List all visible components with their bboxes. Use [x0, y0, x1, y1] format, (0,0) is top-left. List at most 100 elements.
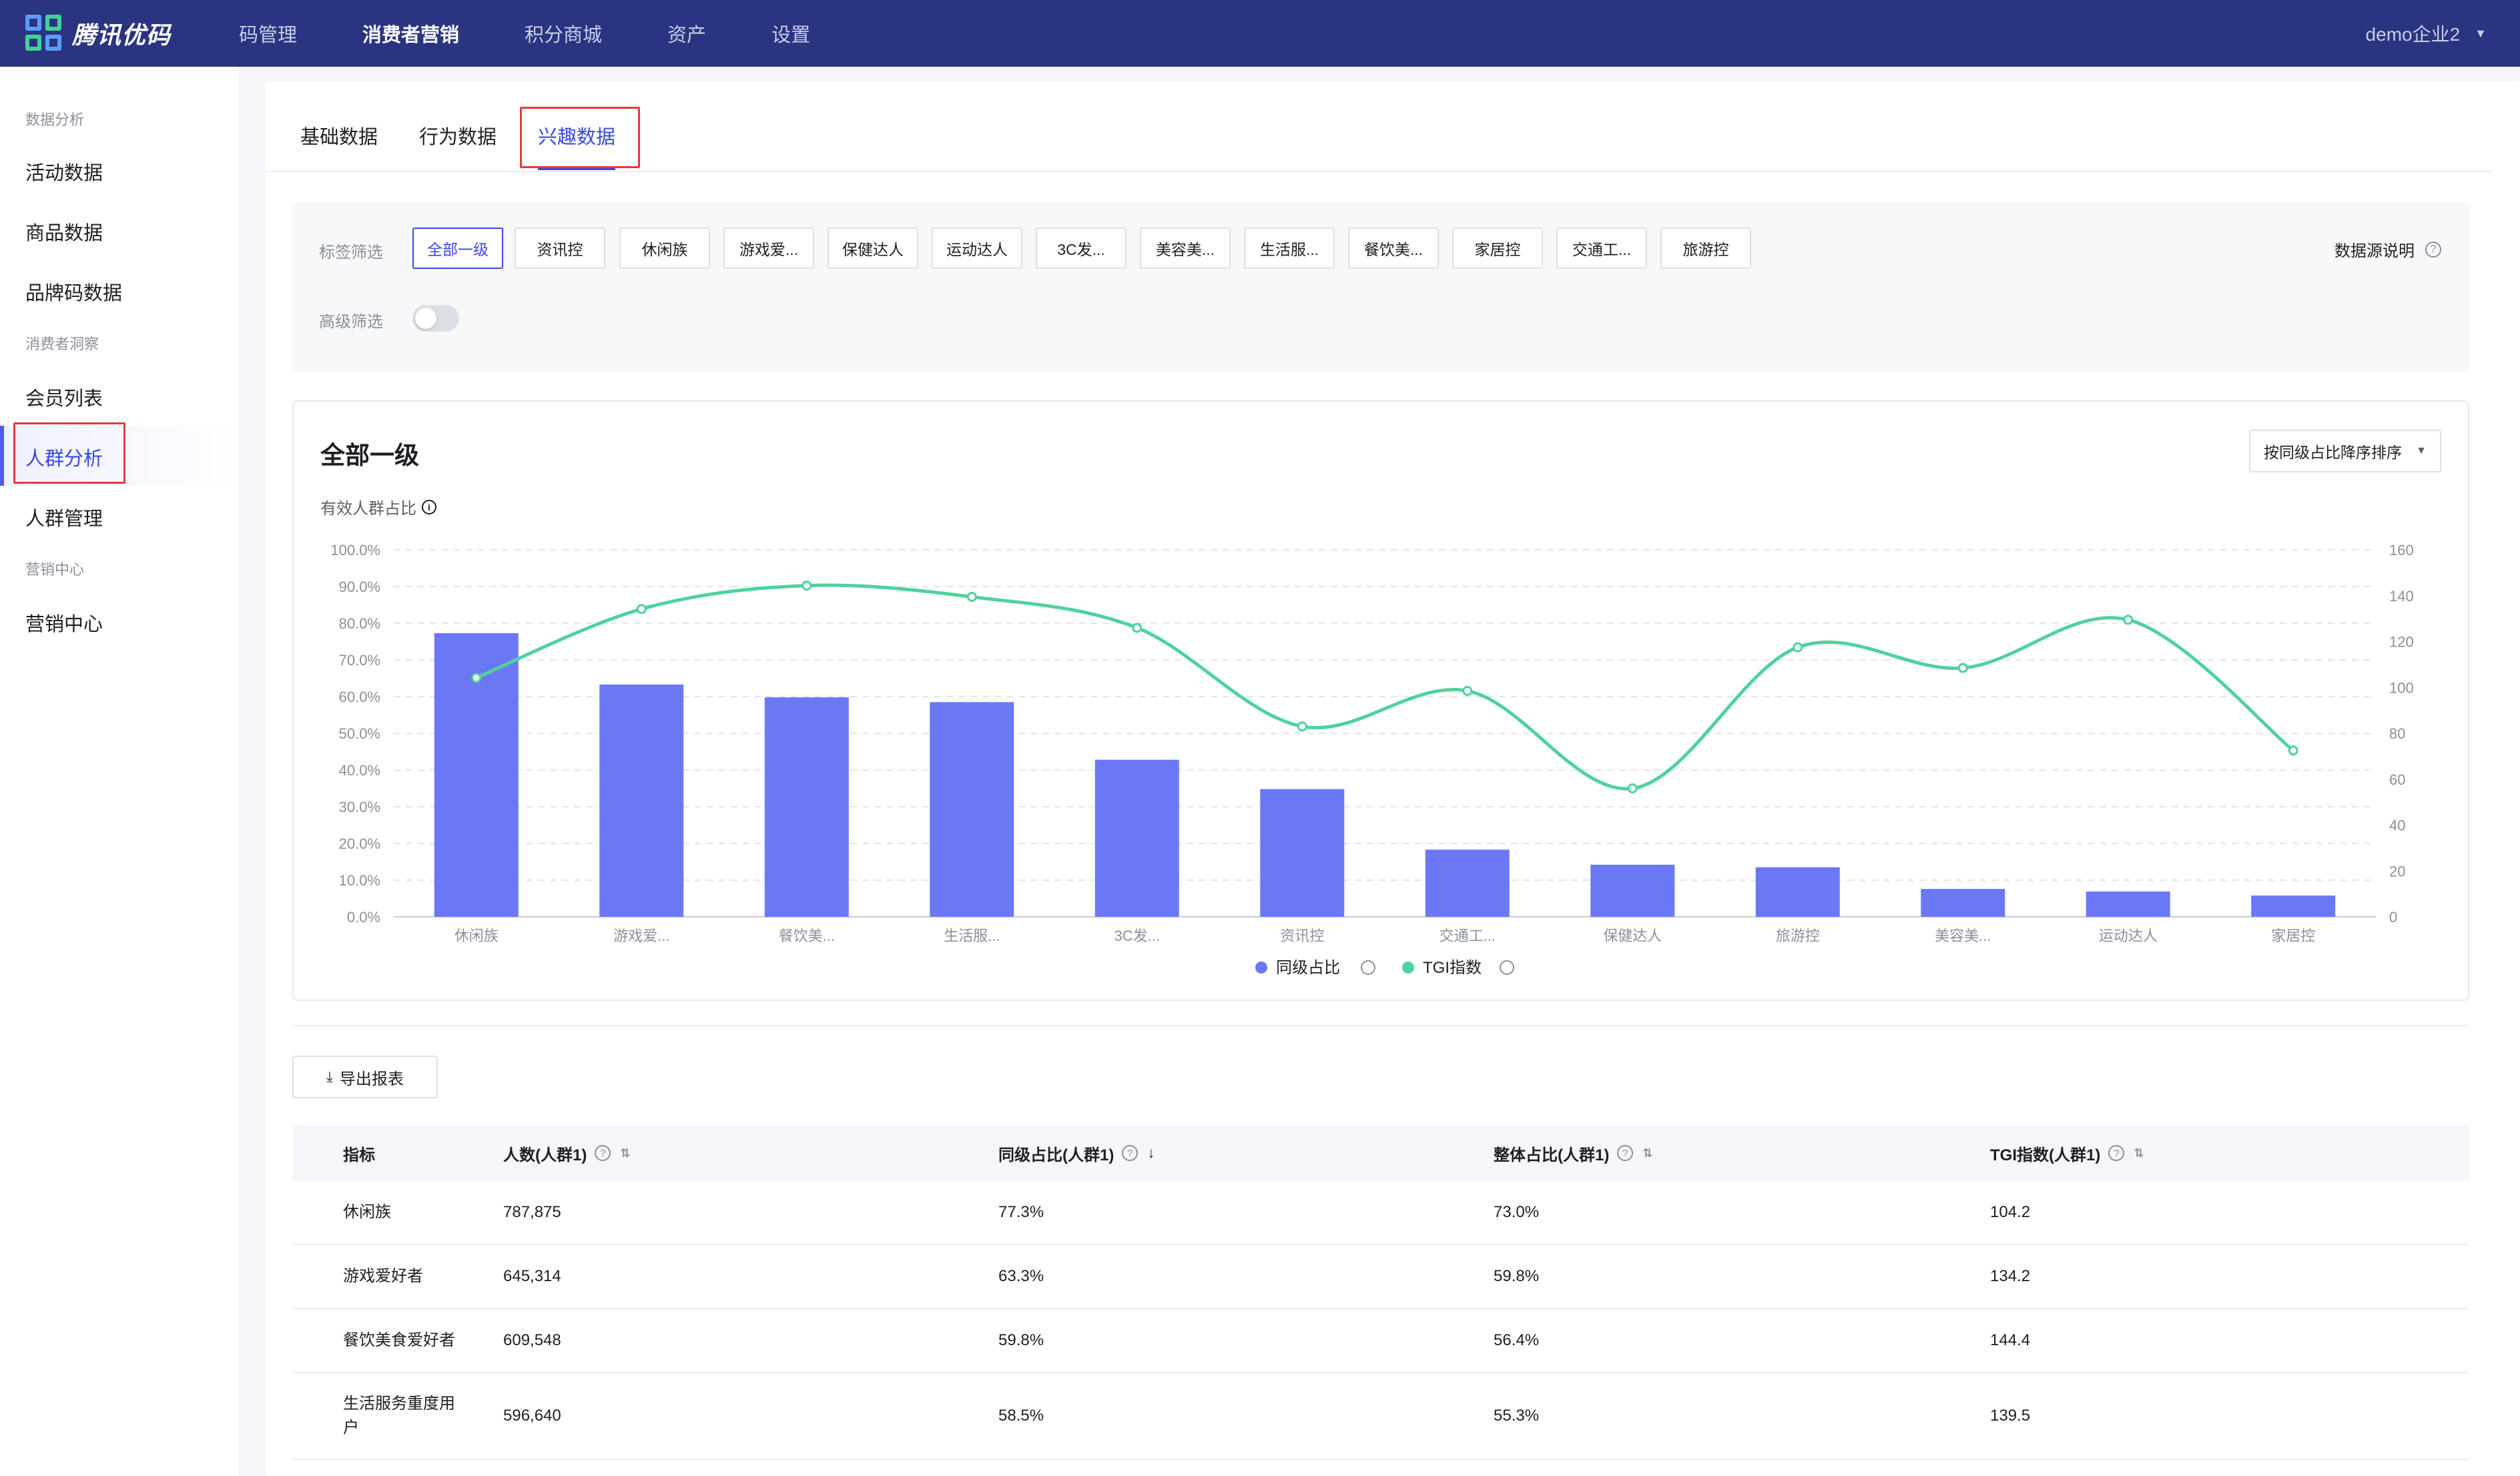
tgi-point	[1297, 721, 1307, 732]
bar	[930, 702, 1014, 917]
sort-select[interactable]: 按同级占比降序排序 ▼	[2249, 430, 2441, 472]
x-tick-label: 旅游控	[1776, 928, 1820, 944]
sidebar-item-brand-code-data[interactable]: 品牌码数据	[25, 283, 123, 304]
bar	[1590, 864, 1675, 917]
nav-item-points-mall[interactable]: 积分商城	[525, 25, 603, 46]
table-cell: 596,640	[503, 1407, 561, 1425]
filter-chip[interactable]: 运动达人	[932, 228, 1022, 269]
tab-behavior-data[interactable]: 行为数据	[419, 127, 497, 148]
nav-item-consumer-marketing[interactable]: 消费者营销	[362, 25, 460, 46]
table-row: 生活服务重度用户 596,640 58.5% 55.3% 139.5	[292, 1373, 2469, 1460]
column-header-count: 人数(人群1) ? ⇅	[503, 1125, 630, 1181]
question-icon[interactable]: ?	[1617, 1145, 1634, 1161]
question-icon	[1361, 960, 1375, 975]
question-icon[interactable]: ?	[1122, 1145, 1139, 1161]
bar	[599, 684, 684, 917]
filter-chip[interactable]: 休闲族	[619, 228, 710, 269]
logo-text: 腾讯优码	[72, 21, 172, 49]
main-content: 基础数据 行为数据 兴趣数据 标签筛选 全部一级 资讯控 休闲族 游戏爱... …	[266, 81, 2520, 1476]
x-tick-label: 保健达人	[1603, 928, 1662, 944]
y-left-tick-label: 90.0%	[339, 579, 380, 595]
question-icon[interactable]: ?	[2108, 1145, 2125, 1161]
nav-item-settings[interactable]: 设置	[771, 25, 811, 46]
table-row: 餐饮美食爱好者 609,548 59.8% 56.4% 144.4	[292, 1309, 2469, 1373]
sidebar-item-marketing-center[interactable]: 营销中心	[25, 614, 103, 635]
y-right-tick-label: 80	[2389, 725, 2405, 742]
y-left-tick-label: 0.0%	[347, 909, 380, 926]
sort-icon[interactable]: ⇅	[1642, 1146, 1653, 1160]
tab-basic-data[interactable]: 基础数据	[300, 127, 378, 148]
top-navigation-bar: 腾讯优码 码管理 消费者营销 积分商城 资产 设置 demo企业2 ▼	[0, 0, 2520, 67]
tgi-point	[1462, 685, 1473, 696]
tgi-point	[966, 591, 977, 602]
filter-chip[interactable]: 旅游控	[1660, 228, 1751, 269]
x-tick-label: 休闲族	[454, 928, 499, 944]
combo-chart: 0.0% 10.0% 20.0% 30.0% 40.0% 50.0% 60.0% 70.0% 8…	[330, 542, 2413, 977]
x-tick-label: 家居控	[2271, 928, 2315, 944]
table-cell: 134.2	[1990, 1267, 2031, 1285]
sidebar-item-activity-data[interactable]: 活动数据	[25, 163, 103, 184]
table-cell: 104.2	[1990, 1203, 2031, 1221]
logo-icon	[25, 15, 63, 52]
column-header-label: 人数(人群1)	[503, 1146, 587, 1164]
sort-descending-icon[interactable]: ↓	[1147, 1144, 1155, 1161]
sidebar: 数据分析 活动数据 商品数据 品牌码数据 消费者洞察 会员列表 人群分析 人群管…	[0, 67, 238, 1476]
column-header-label: TGI指数(人群1)	[1990, 1146, 2101, 1164]
sort-icon[interactable]: ⇅	[2134, 1146, 2144, 1160]
tgi-point	[2288, 745, 2298, 756]
sort-select-value: 按同级占比降序排序	[2264, 444, 2402, 461]
column-header-label: 同级占比(人群1)	[998, 1146, 1115, 1164]
legend-label: TGI指数	[1423, 959, 1482, 977]
nav-item-code-management[interactable]: 码管理	[239, 25, 298, 46]
y-left-tick-label: 10.0%	[339, 872, 380, 889]
table-cell: 645,314	[503, 1267, 561, 1285]
tab-interest-data[interactable]: 兴趣数据	[538, 127, 616, 148]
tab-bar: 基础数据 行为数据 兴趣数据	[266, 81, 2493, 172]
filter-chip[interactable]: 家居控	[1452, 228, 1543, 269]
filter-chip[interactable]: 餐饮美...	[1348, 228, 1439, 269]
tgi-point	[1957, 663, 1968, 673]
table-cell: 77.3%	[998, 1203, 1044, 1221]
filter-chip-all-level1[interactable]: 全部一级	[412, 228, 503, 269]
bar	[1260, 789, 1345, 917]
y-left-tick-label: 20.0%	[339, 835, 380, 852]
question-icon[interactable]: ?	[595, 1145, 611, 1161]
filter-chip[interactable]: 保健达人	[828, 228, 918, 269]
y-left-tick-label: 100.0%	[330, 542, 380, 559]
datasource-info-link[interactable]: 数据源说明 ?	[2334, 238, 2441, 261]
legend-marker	[1255, 962, 1267, 974]
sort-icon[interactable]: ⇅	[620, 1146, 631, 1160]
filter-chip[interactable]: 交通工...	[1556, 228, 1647, 269]
sidebar-item-member-list[interactable]: 会员列表	[25, 388, 103, 410]
column-header-same-level-ratio: 同级占比(人群1) ? ↓	[998, 1125, 1155, 1181]
sidebar-item-crowd-analysis[interactable]: 人群分析	[25, 448, 103, 470]
sidebar-item-product-data[interactable]: 商品数据	[25, 223, 103, 244]
bar	[2251, 895, 2336, 917]
nav-item-assets[interactable]: 资产	[667, 25, 707, 46]
y-right-tick-label: 20	[2389, 863, 2405, 879]
chart-card: 全部一级 按同级占比降序排序 ▼ 有效人群占比 i 0.0% 10.0% 20.0%…	[292, 400, 2469, 1001]
chart-subtitle-text: 有效人群占比	[320, 500, 416, 518]
divider	[292, 1025, 2469, 1026]
column-header-overall-ratio: 整体占比(人群1) ? ⇅	[1494, 1125, 1652, 1181]
advanced-filter-toggle[interactable]	[412, 305, 459, 332]
y-left-tick-label: 40.0%	[339, 762, 380, 779]
info-icon: i	[422, 499, 436, 514]
filter-chip[interactable]: 生活服...	[1244, 228, 1335, 269]
y-left-tick-label: 80.0%	[339, 615, 380, 632]
table-cell: 休闲族	[343, 1203, 391, 1221]
filter-chip[interactable]: 3C发...	[1036, 228, 1127, 269]
datasource-label: 数据源说明	[2334, 242, 2415, 260]
bar	[1094, 759, 1179, 917]
app-logo[interactable]: 腾讯优码	[25, 15, 239, 52]
table-cell: 56.4%	[1494, 1331, 1540, 1349]
download-icon: ⤓	[326, 1068, 333, 1085]
filter-chip[interactable]: 游戏爱...	[723, 228, 814, 269]
x-tick-label: 生活服...	[944, 928, 1000, 944]
filter-chip[interactable]: 资讯控	[515, 228, 605, 269]
x-tick-label: 3C发...	[1115, 928, 1160, 944]
filter-chip[interactable]: 美容美...	[1140, 228, 1231, 269]
export-report-button[interactable]: ⤓ 导出报表	[292, 1056, 438, 1098]
user-menu[interactable]: demo企业2 ▼	[2366, 0, 2487, 67]
sidebar-item-crowd-management[interactable]: 人群管理	[25, 508, 103, 530]
